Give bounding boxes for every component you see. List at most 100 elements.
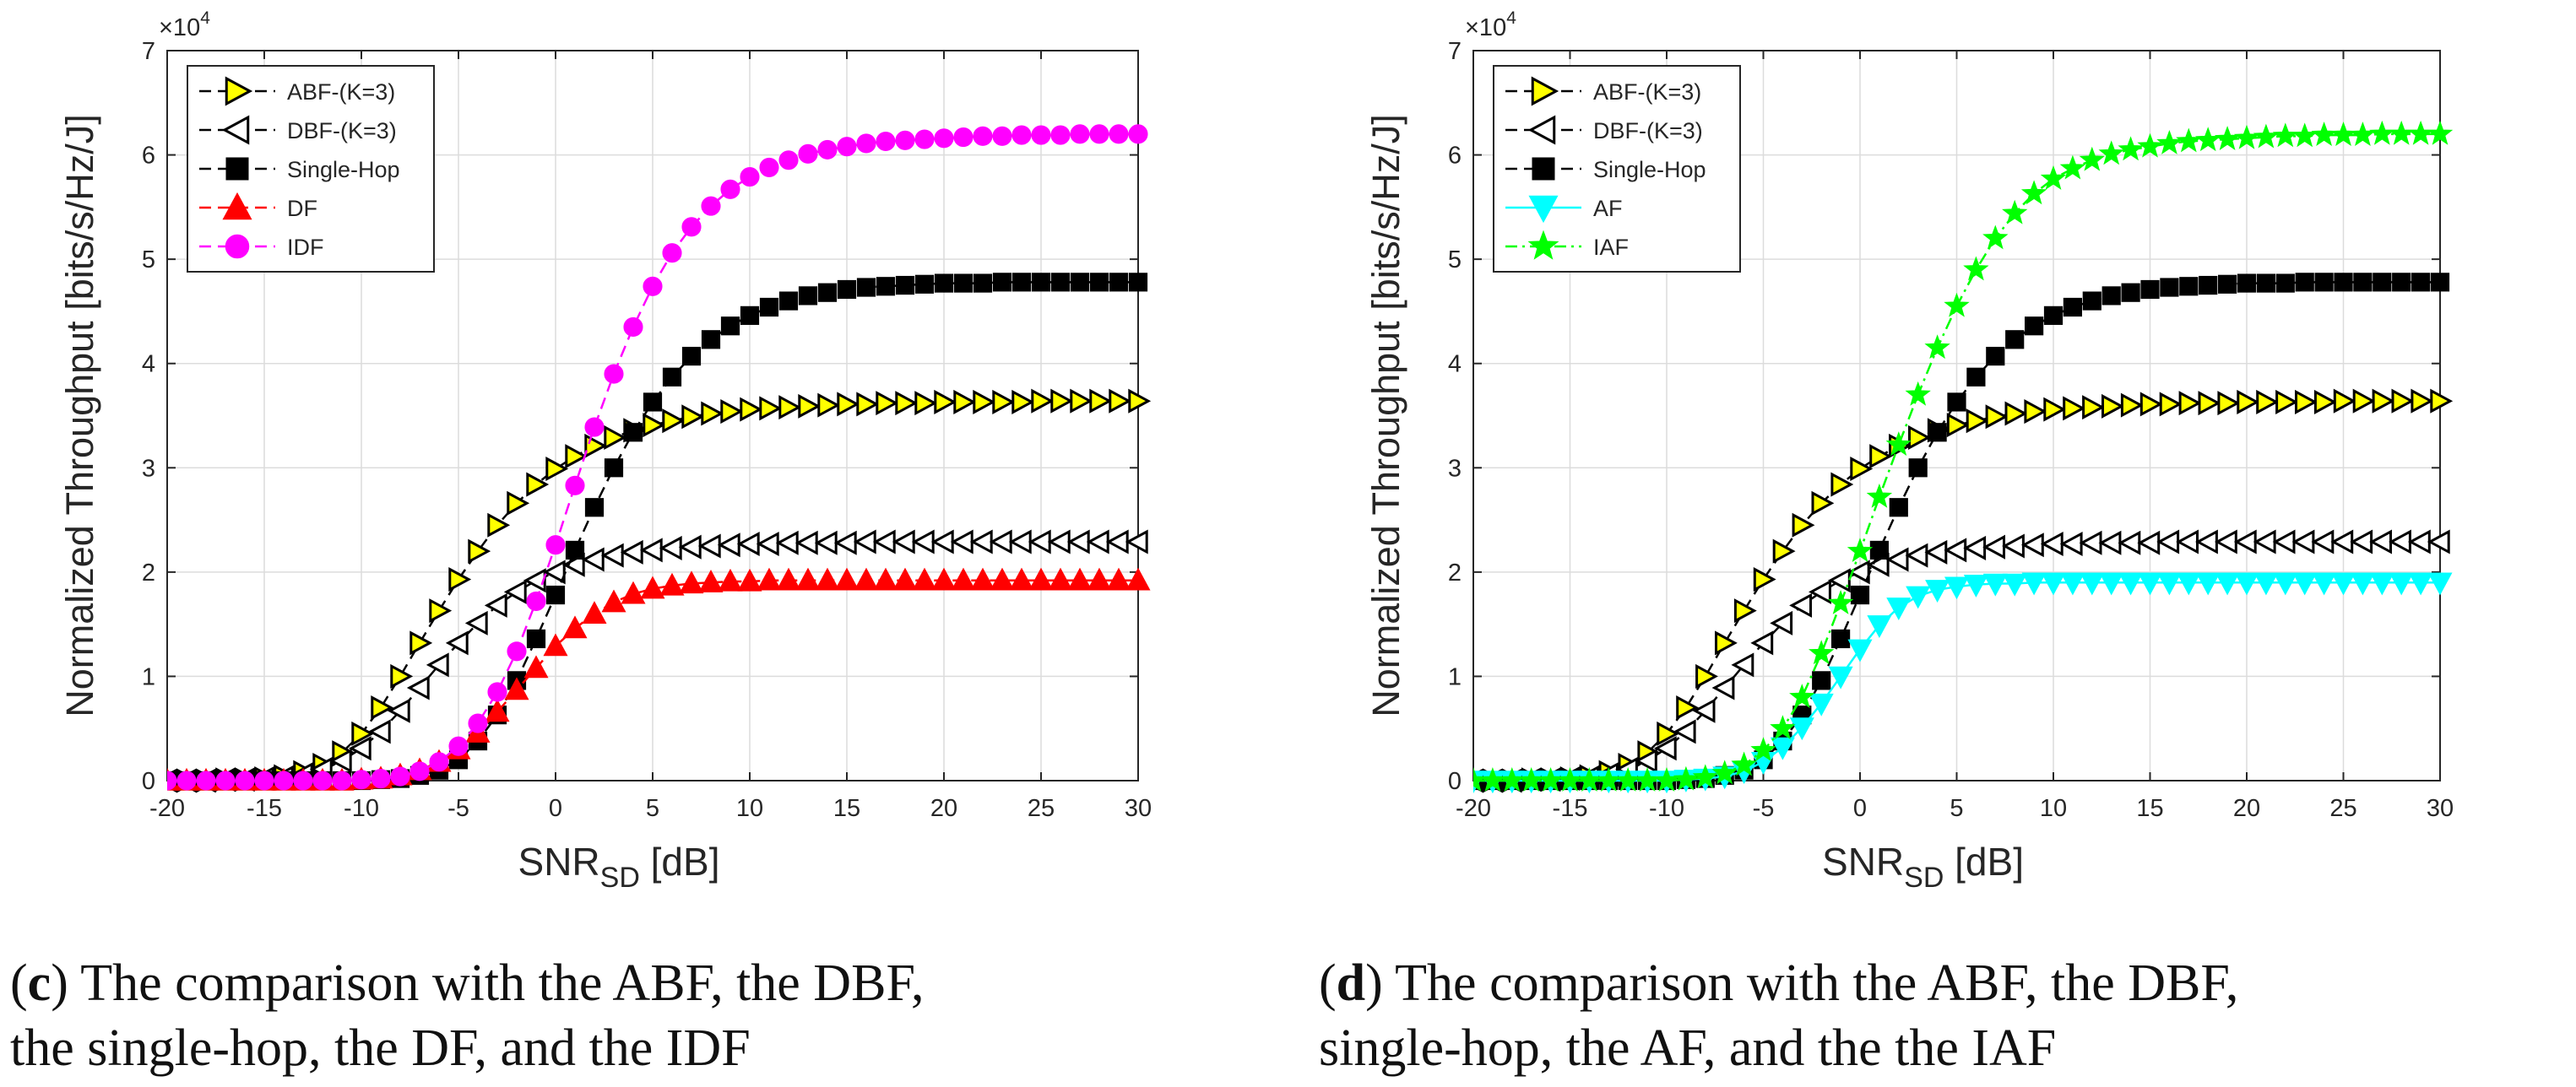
- data-point-IDF--7: [409, 761, 430, 781]
- data-point-DBF-(K=3)--1: [523, 568, 546, 593]
- data-point-ABF-(K=3)-21: [953, 389, 977, 414]
- y-tick-label: 7: [142, 38, 155, 65]
- data-point-DF-26: [1048, 567, 1073, 591]
- legend: ABF-(K=3) DBF-(K=3) Single-Hop AF IAF: [1493, 65, 1741, 273]
- data-point-DBF-(K=3)--5: [445, 630, 469, 656]
- data-point-ABF-(K=3)-16: [2159, 392, 2183, 417]
- data-point-AF-7: [1982, 573, 2008, 597]
- data-point-DF-21: [951, 567, 976, 591]
- data-point-IAF--4: [1770, 715, 1796, 740]
- data-point-IAF-13: [2098, 140, 2124, 165]
- data-point-IDF--8: [390, 766, 410, 787]
- data-point-Single-Hop-15: [837, 279, 857, 300]
- data-point-IDF--1: [526, 591, 546, 612]
- data-point-DBF-(K=3)-1: [561, 552, 585, 577]
- y-exponent-power: 4: [1506, 8, 1516, 28]
- data-point-DF-3: [601, 589, 626, 613]
- data-point-Single-Hop-24: [1011, 273, 1032, 292]
- x-tick-label: -20: [1456, 795, 1491, 822]
- data-point-ABF-(K=3)-30: [2430, 388, 2454, 414]
- data-point-DF-19: [912, 567, 937, 591]
- data-point-ABF-(K=3)-22: [973, 389, 996, 414]
- data-point-DF-4: [621, 581, 646, 604]
- data-point-ABF-(K=3)-26: [1050, 388, 1074, 414]
- data-point-DF-7: [679, 571, 704, 594]
- data-point-DF-14: [815, 567, 840, 591]
- data-point-DF-17: [873, 567, 898, 591]
- data-point-Single-Hop-10: [2043, 306, 2064, 325]
- data-point-ABF-(K=3)-0: [1850, 457, 1874, 482]
- data-point-AF-22: [2273, 572, 2298, 596]
- data-point-ABF-(K=3)-6: [1966, 408, 1989, 434]
- data-point-ABF-(K=3)-15: [2139, 392, 2163, 417]
- y-tick-label: 2: [1448, 560, 1462, 587]
- x-tick-label: 5: [646, 795, 659, 822]
- y-tick-label: 0: [1448, 768, 1462, 795]
- data-point-IDF--15: [254, 771, 274, 791]
- x-tick-label: -5: [447, 795, 469, 822]
- data-point-ABF-(K=3)-29: [1109, 388, 1132, 414]
- data-point-DBF-(K=3)-5: [1944, 538, 1967, 563]
- data-point-AF-16: [2156, 572, 2182, 596]
- x-tick-label: 20: [930, 795, 957, 822]
- x-tick-label: -5: [1753, 795, 1775, 822]
- data-point-ABF-(K=3)-8: [701, 401, 724, 426]
- data-point-Single-Hop-4: [623, 423, 643, 442]
- data-point-DBF-(K=3)--8: [1692, 698, 1716, 723]
- data-point-IAF-30: [2427, 120, 2454, 145]
- data-point-Single-Hop-19: [914, 274, 935, 294]
- legend: ABF-(K=3) DBF-(K=3) Single-Hop DF IDF: [187, 65, 435, 273]
- data-point-Single-Hop-17: [2179, 277, 2199, 296]
- legend-marker-Single-Hop: [225, 157, 249, 181]
- data-point-AF-3: [1906, 586, 1931, 609]
- data-point-IAF-14: [2118, 136, 2144, 161]
- data-point-AF--2: [1809, 693, 1834, 717]
- data-point-AF--3: [1789, 717, 1814, 741]
- data-point-IDF-28: [1089, 124, 1109, 144]
- data-point-DBF-(K=3)--9: [367, 719, 391, 744]
- data-point-AF-23: [2292, 572, 2318, 596]
- data-point-Single-Hop-2: [584, 498, 605, 517]
- data-point-AF-19: [2215, 572, 2240, 596]
- x-axis-label-space: [640, 840, 651, 884]
- data-point-ABF-(K=3)-28: [2391, 388, 2415, 414]
- data-point-DF-28: [1087, 567, 1112, 591]
- data-point-DF-24: [1009, 567, 1034, 591]
- data-point-DBF-(K=3)--4: [464, 610, 488, 635]
- legend-label: DF: [287, 196, 317, 221]
- data-point-IDF-25: [1031, 125, 1051, 145]
- data-point-IDF--18: [196, 771, 216, 791]
- data-point-IAF--1: [1827, 589, 1854, 614]
- data-point-Single-Hop-3: [604, 458, 624, 478]
- data-point-Single-Hop-22: [973, 273, 993, 293]
- data-point-Single-Hop-9: [720, 316, 740, 336]
- data-point-AF-2: [1886, 598, 1912, 621]
- data-point-DBF-(K=3)--6: [426, 652, 449, 678]
- data-point-IDF-16: [856, 133, 876, 154]
- data-point-ABF-(K=3)--3: [487, 512, 511, 538]
- data-point-AF-15: [2137, 572, 2163, 596]
- data-point-DBF-(K=3)--2: [1809, 579, 1831, 604]
- data-point-IDF-5: [643, 276, 663, 296]
- data-point-Single-Hop-13: [798, 286, 818, 306]
- data-point-IAF-8: [2002, 199, 2028, 224]
- data-point-DF--3: [485, 699, 510, 722]
- data-point-ABF-(K=3)-5: [1946, 413, 1970, 438]
- data-point-ABF-(K=3)-28: [1089, 388, 1113, 414]
- data-point-IAF-15: [2137, 132, 2163, 158]
- data-point-IDF-22: [973, 126, 993, 146]
- data-point-AF-30: [2427, 572, 2453, 596]
- data-point-IDF-19: [914, 129, 935, 149]
- y-exponent-label: ×104: [159, 8, 210, 41]
- data-point-ABF-(K=3)-23: [2295, 389, 2318, 414]
- data-point-ABF-(K=3)-21: [2256, 389, 2280, 414]
- data-point-IDF-10: [740, 166, 760, 187]
- data-point-ABF-(K=3)--2: [1811, 490, 1835, 516]
- data-point-AF-11: [2060, 572, 2085, 596]
- data-point-DF-29: [1106, 567, 1131, 591]
- data-point-ABF-(K=3)-1: [1869, 444, 1893, 469]
- y-exponent-base: ×10: [159, 14, 200, 41]
- data-point-IAF-16: [2156, 130, 2183, 154]
- data-point-Single-Hop-11: [2063, 297, 2083, 317]
- data-point-AF-29: [2408, 572, 2433, 596]
